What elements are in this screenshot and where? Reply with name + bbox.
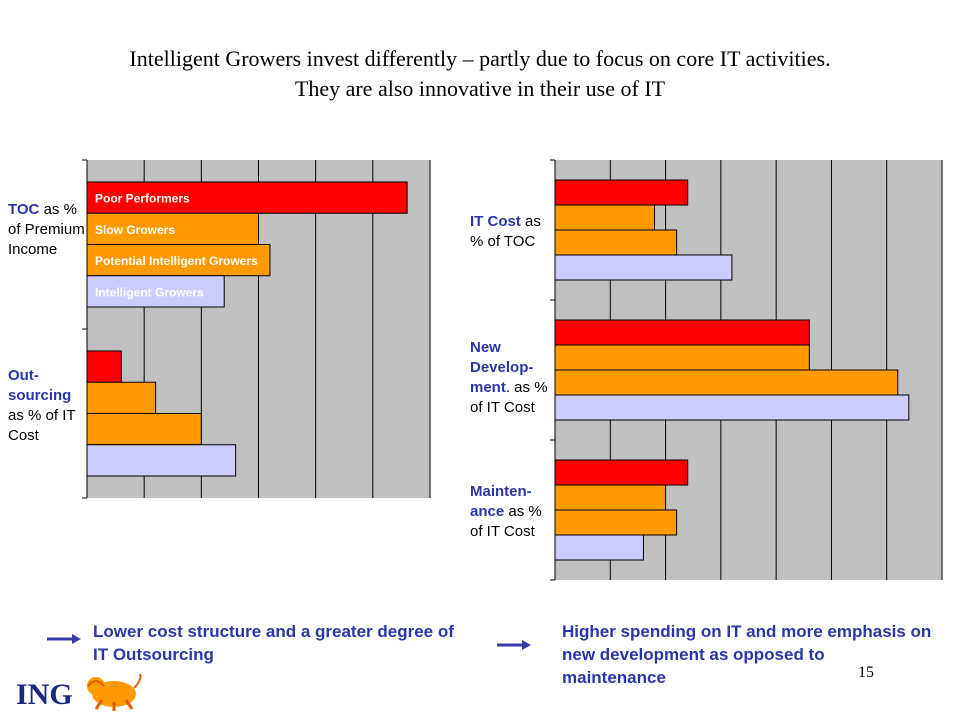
bar xyxy=(554,254,733,281)
conclusion-right: Higher spending on IT and more emphasis … xyxy=(562,622,932,687)
left-category-toc: TOC as % of Premium Income xyxy=(8,200,88,260)
bar xyxy=(86,413,202,446)
bar xyxy=(86,212,259,245)
bar xyxy=(86,381,157,414)
label-highlight: IT Cost xyxy=(470,213,521,230)
bar xyxy=(554,394,910,421)
right-category-itcost: IT Cost as % of TOC xyxy=(470,212,548,252)
bar xyxy=(86,444,237,477)
lion-icon xyxy=(87,673,142,711)
page-number: 15 xyxy=(858,664,874,681)
legend-label: Potential Intelligent Growers xyxy=(95,254,258,268)
label-highlight: Out-sourcing xyxy=(8,367,72,404)
bar xyxy=(554,344,810,371)
label-text: as % of IT Cost xyxy=(470,503,542,540)
label-text: as % of Premium Income xyxy=(8,201,85,258)
legend-label: Slow Growers xyxy=(95,223,175,237)
arrow-right-icon xyxy=(47,634,81,644)
bar xyxy=(554,509,678,536)
arrow-right-icon xyxy=(497,640,531,650)
bar xyxy=(554,369,899,396)
bar xyxy=(554,319,810,346)
bar xyxy=(86,244,271,277)
label-highlight: Mainten-ance xyxy=(470,483,532,520)
conclusion-left: Lower cost structure and a greater degre… xyxy=(93,622,454,664)
right-category-maintenance: Mainten-ance as % of IT Cost xyxy=(470,482,552,542)
label-text: as % of TOC xyxy=(470,213,541,250)
bar xyxy=(554,179,689,206)
label-highlight: New Develop-ment xyxy=(470,339,534,396)
bar xyxy=(554,484,667,511)
bar xyxy=(86,181,408,214)
label-highlight: TOC xyxy=(8,201,40,218)
legend-label: Intelligent Growers xyxy=(95,285,204,299)
ing-logo: ING xyxy=(16,673,142,711)
slide-title: Intelligent Growers invest differently –… xyxy=(0,44,960,104)
right-category-newdev: New Develop-ment. as % of IT Cost xyxy=(470,338,556,418)
bar xyxy=(554,534,644,561)
bar xyxy=(86,350,122,383)
bar xyxy=(554,459,689,486)
bar xyxy=(554,204,656,231)
bar xyxy=(554,229,678,256)
label-text: as % of IT Cost xyxy=(8,407,76,444)
bar xyxy=(86,275,225,308)
left-category-outsourcing: Out-sourcing as % of IT Cost xyxy=(8,366,86,446)
legend-label: Poor Performers xyxy=(95,192,190,206)
label-text: . as % of IT Cost xyxy=(470,379,548,416)
slide-title-line1: Intelligent Growers invest differently –… xyxy=(129,46,831,71)
svg-text:ING: ING xyxy=(16,678,73,711)
slide-title-line2: They are also innovative in their use of… xyxy=(294,76,666,101)
